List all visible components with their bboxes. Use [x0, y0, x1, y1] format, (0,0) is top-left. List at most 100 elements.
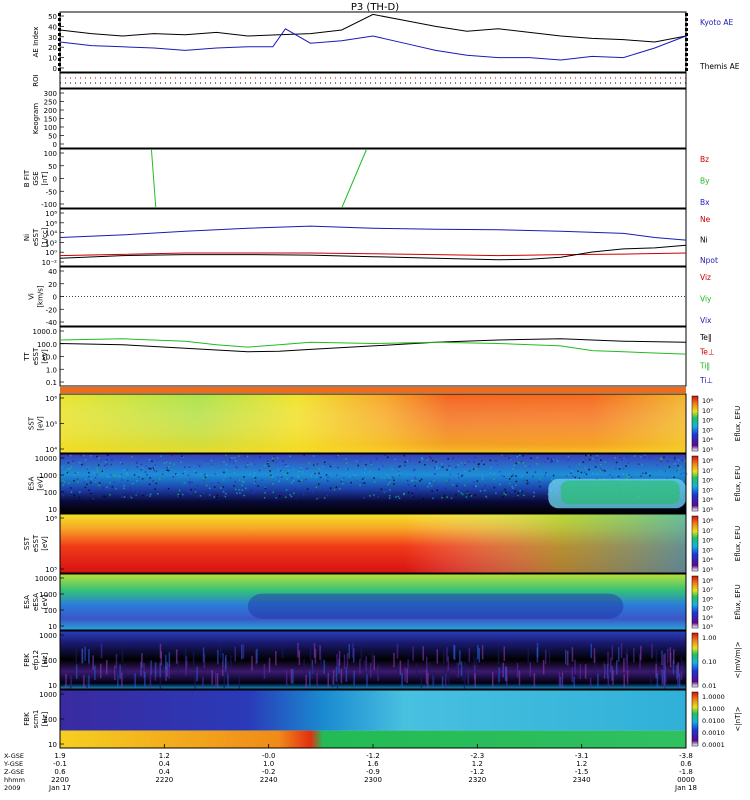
x-row-label: Z-GSE	[4, 768, 24, 776]
heatmap-pixel	[124, 496, 126, 498]
heatmap-pixel	[434, 473, 436, 475]
heatmap-pixel	[217, 673, 219, 688]
heatmap-pixel	[384, 455, 386, 457]
heatmap-pixel	[102, 471, 104, 473]
heatmap-pixel	[303, 481, 305, 483]
heatmap-pixel	[349, 644, 351, 659]
heatmap-pixel	[526, 472, 528, 474]
y-tick-label: 10⁵	[45, 566, 57, 574]
heatmap-pixel	[380, 477, 382, 479]
heatmap-pixel	[645, 472, 647, 474]
heatmap-pixel	[285, 497, 287, 499]
heatmap-pixel	[223, 461, 225, 463]
heatmap-pixel	[136, 461, 138, 463]
heatmap-pixel	[76, 649, 78, 664]
x-tick-label: -2.3	[470, 752, 484, 760]
heatmap-pixel	[109, 455, 111, 457]
panel-sst1: SST [eV]10⁶10⁵10⁴10⁸10⁷10⁶10⁵10⁴10³Eflux,…	[28, 394, 743, 454]
heatmap-pixel	[264, 465, 266, 467]
heatmap-pixel	[471, 484, 473, 486]
heatmap-pixel	[674, 463, 676, 465]
heatmap-pixel	[155, 464, 157, 466]
heatmap-pixel	[62, 495, 64, 497]
heatmap-pixel	[501, 475, 503, 477]
heatmap-pixel	[126, 472, 128, 474]
heatmap-pixel	[452, 458, 454, 460]
heatmap-pixel	[523, 480, 525, 482]
heatmap-pixel	[189, 484, 191, 486]
heatmap-pixel	[119, 492, 121, 494]
heatmap-pixel	[68, 483, 70, 485]
colorbar-tick-label: 10⁶	[702, 537, 713, 545]
heatmap-pixel	[71, 491, 73, 493]
y-tick-label: 300	[44, 90, 57, 98]
heatmap-pixel	[444, 667, 446, 682]
y-axis-label: ROI	[32, 74, 40, 86]
heatmap-pixel	[154, 470, 156, 472]
panel-roi: ROI	[32, 73, 686, 88]
heatmap-pixel	[113, 482, 115, 484]
heatmap-pixel	[484, 485, 486, 487]
heatmap-pixel	[211, 466, 213, 468]
heatmap-pixel	[644, 457, 646, 459]
heatmap-pixel	[511, 492, 513, 494]
legend-entry: Viy	[700, 295, 712, 304]
heatmap-pixel	[363, 497, 365, 499]
heatmap-pixel	[316, 487, 318, 489]
heatmap-pixel	[297, 643, 299, 658]
colorbar-label: Eflux, EFU	[734, 584, 742, 619]
heatmap-pixel	[590, 644, 592, 659]
heatmap-pixel	[289, 494, 291, 496]
heatmap-pixel	[272, 483, 274, 485]
heatmap-pixel	[663, 654, 665, 669]
y-tick-label: 10	[48, 741, 57, 749]
heatmap-pixel	[327, 480, 329, 482]
heatmap-pixel	[327, 457, 329, 459]
heatmap-pixel	[302, 471, 304, 473]
colorbar	[692, 456, 698, 511]
heatmap-pixel	[669, 466, 671, 468]
heatmap-pixel	[190, 489, 192, 491]
heatmap-pixel	[90, 455, 92, 457]
heatmap-pixel	[426, 657, 428, 672]
heatmap-pixel	[134, 673, 136, 688]
heatmap-pixel	[211, 483, 213, 485]
heatmap-pixel	[269, 658, 271, 673]
heatmap-pixel	[389, 495, 391, 497]
heatmap-pixel	[98, 485, 100, 487]
heatmap-pixel	[257, 485, 259, 487]
colorbar-tick-label: 10⁷	[702, 586, 713, 594]
heatmap-pixel	[614, 457, 616, 459]
colorbar-tick-label: 0.10	[702, 658, 716, 666]
heatmap-pixel	[365, 464, 367, 466]
heatmap-pixel	[341, 669, 343, 684]
ae-right-marker	[685, 53, 688, 56]
heatmap-pixel	[371, 653, 373, 668]
heatmap-pixel	[273, 455, 275, 457]
ae-right-marker	[685, 48, 688, 51]
heatmap-pixel	[80, 455, 82, 457]
heatmap-pixel	[148, 493, 150, 495]
heatmap-pixel	[275, 651, 277, 666]
heatmap-pixel	[251, 656, 253, 671]
heatmap-pixel	[567, 651, 569, 666]
colorbar-tick-label: 10³	[702, 623, 713, 631]
y-axis-label: Vi	[28, 293, 36, 300]
heatmap-pixel	[657, 464, 659, 466]
heatmap-pixel	[316, 498, 318, 500]
y-tick-label: 1000	[39, 472, 57, 480]
heatmap-pixel	[336, 486, 338, 488]
heatmap-pixel	[585, 455, 587, 457]
x-tick-label: 2220	[155, 776, 173, 784]
heatmap-pixel	[462, 494, 464, 496]
heatmap-pixel	[664, 653, 666, 668]
heatmap-pixel	[291, 669, 293, 684]
y-tick-label: 0	[53, 141, 57, 149]
heatmap-pixel	[539, 478, 541, 480]
x-tick-label: -3.8	[679, 752, 693, 760]
heatmap-pixel	[388, 479, 390, 481]
heatmap-pixel	[477, 645, 479, 660]
heatmap-pixel	[426, 669, 428, 684]
heatmap-pixel	[651, 644, 653, 659]
heatmap-pixel	[264, 664, 266, 679]
